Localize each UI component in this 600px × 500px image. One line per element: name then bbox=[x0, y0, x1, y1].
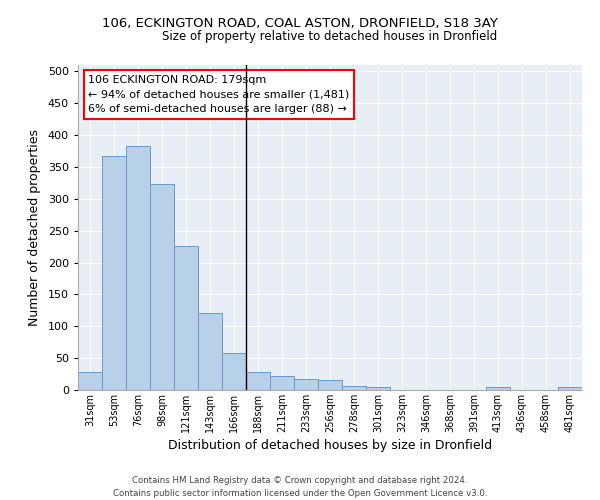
Title: Size of property relative to detached houses in Dronfield: Size of property relative to detached ho… bbox=[163, 30, 497, 43]
Text: 106 ECKINGTON ROAD: 179sqm
← 94% of detached houses are smaller (1,481)
6% of se: 106 ECKINGTON ROAD: 179sqm ← 94% of deta… bbox=[88, 74, 349, 114]
Bar bbox=[342, 386, 366, 390]
Bar bbox=[246, 372, 270, 390]
Bar bbox=[294, 379, 318, 390]
Y-axis label: Number of detached properties: Number of detached properties bbox=[28, 129, 41, 326]
Bar bbox=[558, 388, 582, 390]
Text: Contains HM Land Registry data © Crown copyright and database right 2024.
Contai: Contains HM Land Registry data © Crown c… bbox=[113, 476, 487, 498]
Bar bbox=[222, 353, 246, 390]
X-axis label: Distribution of detached houses by size in Dronfield: Distribution of detached houses by size … bbox=[168, 439, 492, 452]
Bar bbox=[318, 380, 342, 390]
Bar bbox=[150, 184, 174, 390]
Bar bbox=[78, 372, 102, 390]
Bar bbox=[486, 387, 510, 390]
Bar bbox=[126, 146, 150, 390]
Bar bbox=[174, 246, 198, 390]
Bar bbox=[366, 387, 390, 390]
Bar bbox=[102, 156, 126, 390]
Text: 106, ECKINGTON ROAD, COAL ASTON, DRONFIELD, S18 3AY: 106, ECKINGTON ROAD, COAL ASTON, DRONFIE… bbox=[102, 18, 498, 30]
Bar bbox=[270, 376, 294, 390]
Bar bbox=[198, 313, 222, 390]
